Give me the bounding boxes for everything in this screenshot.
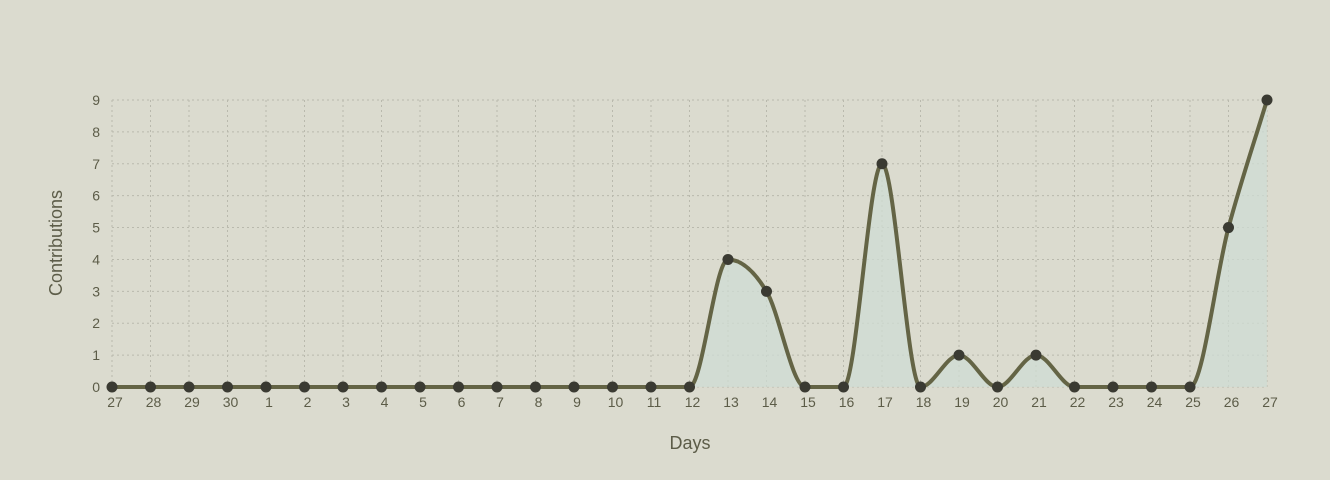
data-point[interactable] [1146,381,1157,393]
x-tick-label: 21 [1031,394,1047,410]
x-tick-label: 22 [1070,394,1086,410]
y-tick-label: 6 [92,188,100,204]
point-layer [106,94,1273,393]
data-point[interactable] [568,381,580,393]
data-point[interactable] [953,349,965,361]
x-tick-label: 14 [762,394,778,410]
x-tick-label: 2 [304,394,312,410]
data-point[interactable] [799,381,811,393]
x-tick-label: 13 [723,394,739,410]
x-tick-label: 8 [535,394,543,410]
y-tick-labels: 0 1 2 3 4 5 6 7 8 9 [92,92,100,395]
x-tick-label: 18 [916,394,932,410]
y-tick-label: 7 [92,156,100,172]
x-tick-label: 15 [800,394,816,410]
data-point[interactable] [376,381,387,393]
y-axis-title: Contributions [46,190,66,296]
series-line [110,98,1269,390]
y-tick-label: 5 [92,220,100,236]
x-tick-label: 27 [107,394,123,410]
data-point[interactable] [491,381,503,393]
data-point[interactable] [684,381,695,393]
data-point[interactable] [876,158,888,170]
data-point[interactable] [530,381,541,393]
x-tick-labels: 27 28 29 30 1 2 3 4 5 6 7 8 9 10 11 12 13 14 15 16 17 18 19 20 2… [107,394,1278,410]
line-layer [110,98,1269,390]
x-tick-label: 27 [1262,394,1278,410]
data-point[interactable] [915,381,926,393]
x-tick-label: 20 [993,394,1009,410]
data-point[interactable] [145,381,156,393]
data-point[interactable] [1223,222,1234,234]
x-axis-title: Days [669,433,710,453]
data-point[interactable] [337,381,349,393]
x-tick-label: 19 [954,394,970,410]
x-tick-label: 9 [573,394,581,410]
x-tick-label: 6 [458,394,466,410]
x-tick-label: 16 [839,394,855,410]
data-point[interactable] [761,285,772,297]
data-point[interactable] [645,381,657,393]
x-tick-label: 7 [496,394,504,410]
x-tick-label: 12 [685,394,701,410]
data-point[interactable] [183,381,195,393]
data-point[interactable] [453,381,464,393]
data-point[interactable] [1030,349,1042,361]
data-point[interactable] [992,381,1003,393]
data-point[interactable] [1184,381,1196,393]
y-tick-label: 1 [92,347,100,363]
grid-layer [111,99,1268,388]
data-point[interactable] [106,381,118,393]
y-tick-label: 2 [92,315,100,331]
data-point[interactable] [722,253,734,265]
y-tick-label: 8 [92,124,100,140]
x-tick-label: 25 [1185,394,1201,410]
data-point[interactable] [260,381,272,393]
data-point[interactable] [414,381,426,393]
y-tick-label: 3 [92,283,100,299]
data-point[interactable] [838,381,849,393]
data-point[interactable] [1261,94,1273,106]
y-tick-label: 0 [92,379,100,395]
x-tick-label: 1 [265,394,273,410]
x-tick-label: 23 [1108,394,1124,410]
y-tick-label: 9 [92,92,100,108]
data-point[interactable] [607,381,618,393]
x-tick-label: 17 [877,394,893,410]
y-tick-label: 4 [92,251,100,267]
x-tick-label: 4 [381,394,389,410]
x-tick-label: 11 [647,394,662,410]
area-layer [112,100,1267,387]
data-point[interactable] [1107,381,1119,393]
x-tick-label: 28 [146,394,162,410]
x-tick-label: 3 [342,394,350,410]
x-tick-label: 24 [1147,394,1163,410]
x-tick-label: 5 [419,394,427,410]
data-point[interactable] [299,381,310,393]
data-point[interactable] [1069,381,1080,393]
series-area [112,100,1267,387]
data-point[interactable] [222,381,233,393]
x-tick-label: 29 [184,394,200,410]
x-tick-label: 10 [608,394,624,410]
x-tick-label: 26 [1224,394,1240,410]
x-tick-label: 30 [223,394,239,410]
